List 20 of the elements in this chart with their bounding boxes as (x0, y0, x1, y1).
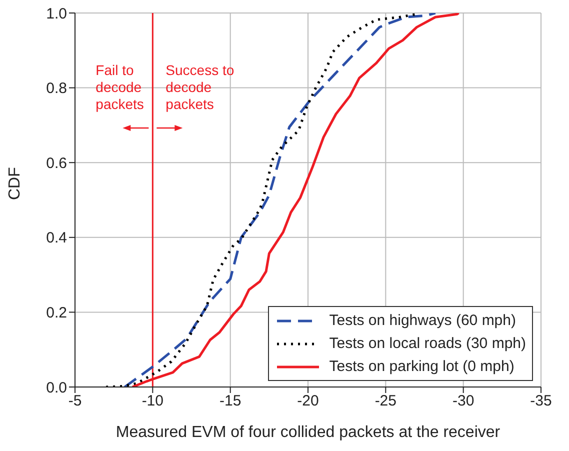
x-tick-label: -5 (68, 392, 82, 410)
x-tick-label: -35 (530, 392, 552, 410)
annotation: Fail to decode packets (96, 62, 144, 112)
y-tick-label: 0.0 (46, 379, 67, 396)
y-tick-label: 0.4 (46, 230, 67, 247)
legend-label: Tests on local roads (30 mph) (329, 334, 526, 354)
legend-label: Tests on highways (60 mph) (329, 311, 516, 331)
y-tick-label: 0.6 (46, 154, 67, 172)
x-tick-label: -15 (219, 392, 242, 410)
x-tick-label: -30 (452, 392, 474, 410)
legend-label: Tests on parking lot (0 mph) (329, 357, 514, 377)
annotation: Success to decode packets (166, 62, 234, 112)
y-axis-title: CDF (6, 166, 24, 200)
x-tick-label: -25 (374, 392, 397, 410)
y-tick-label: 0.8 (46, 80, 67, 98)
y-tick-label: 1.0 (46, 5, 67, 22)
x-tick-label: -10 (142, 392, 164, 410)
x-axis-title: Measured EVM of four collided packets at the receiver (116, 424, 501, 441)
x-tick-label: -20 (297, 392, 319, 410)
y-tick-label: 0.2 (46, 304, 67, 322)
